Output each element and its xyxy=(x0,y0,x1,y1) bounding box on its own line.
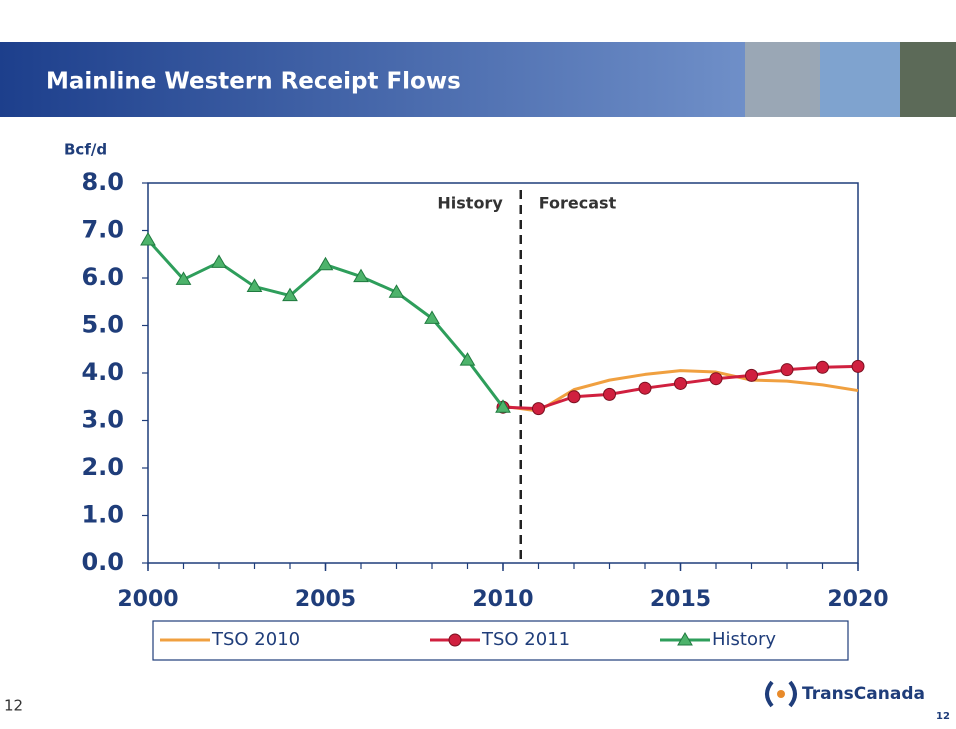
legend-label: TSO 2010 xyxy=(211,629,300,650)
legend-label: History xyxy=(712,629,776,650)
x-tick-label: 2015 xyxy=(650,587,711,612)
series-line xyxy=(502,369,859,413)
x-tick-label: 2005 xyxy=(295,587,356,612)
point xyxy=(495,399,511,413)
point xyxy=(317,256,334,271)
y-tick-label: 4.0 xyxy=(81,358,124,386)
point xyxy=(567,390,581,404)
legend-marker xyxy=(448,633,462,647)
x-tick-label: 2010 xyxy=(472,587,533,612)
x-tick-label: 2000 xyxy=(117,587,178,612)
logo-dot xyxy=(777,690,785,698)
logo-icon xyxy=(765,680,797,708)
header-band xyxy=(0,42,745,117)
point xyxy=(709,372,723,386)
corner-number: 12 xyxy=(936,711,950,722)
annotation: History xyxy=(437,194,503,213)
point xyxy=(780,363,794,377)
point xyxy=(211,254,227,268)
point xyxy=(532,402,545,416)
point xyxy=(353,268,369,283)
legend-marker xyxy=(677,632,693,646)
point xyxy=(140,232,156,246)
y-tick-label: 2.0 xyxy=(81,453,124,481)
header-image xyxy=(820,42,900,117)
point xyxy=(388,284,405,298)
point xyxy=(282,287,298,302)
y-tick-label: 7.0 xyxy=(81,216,124,244)
point xyxy=(246,278,263,293)
y-tick-label: 6.0 xyxy=(81,263,124,291)
legend-box xyxy=(152,620,849,661)
point xyxy=(674,376,687,390)
y-tick-label: 3.0 xyxy=(81,406,124,434)
page-number: 12 xyxy=(4,697,23,715)
y-tick-label: 1.0 xyxy=(81,501,124,529)
slide-title: Mainline Western Receipt Flows xyxy=(46,69,461,95)
logo: TransCanada xyxy=(802,684,925,704)
header-image xyxy=(900,42,956,117)
point xyxy=(459,352,476,366)
point xyxy=(851,359,865,373)
y-axis-label: Bcf/d xyxy=(64,141,107,159)
x-tick-label: 2020 xyxy=(827,587,888,612)
annotation: Forecast xyxy=(539,194,617,213)
point xyxy=(638,381,652,395)
y-tick-label: 0.0 xyxy=(81,548,124,576)
point xyxy=(745,368,758,382)
point xyxy=(175,271,192,285)
point xyxy=(424,310,440,324)
y-tick-label: 8.0 xyxy=(81,168,124,196)
legend-label: TSO 2011 xyxy=(481,629,570,650)
y-tick-label: 5.0 xyxy=(81,311,124,339)
point xyxy=(603,387,616,401)
point xyxy=(816,360,829,374)
